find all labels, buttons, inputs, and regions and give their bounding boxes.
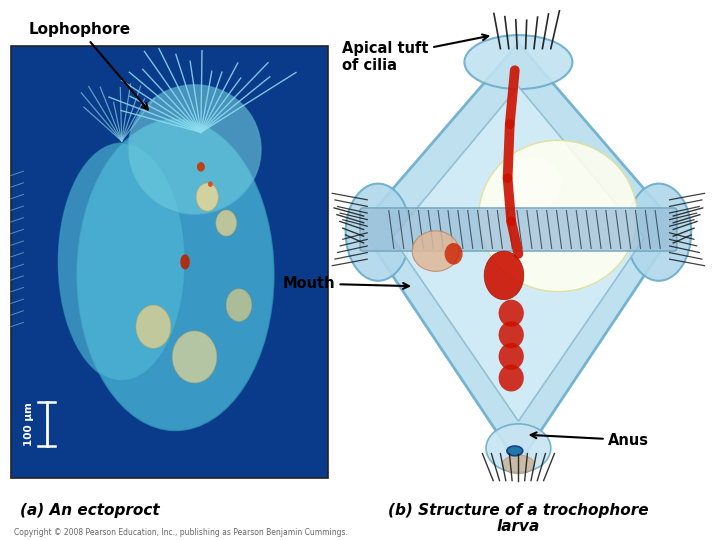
Ellipse shape <box>180 254 190 269</box>
Ellipse shape <box>346 184 410 281</box>
Text: (a) An ectoproct: (a) An ectoproct <box>20 503 160 518</box>
Ellipse shape <box>507 446 523 456</box>
Ellipse shape <box>479 140 637 292</box>
FancyBboxPatch shape <box>360 208 677 251</box>
Ellipse shape <box>208 181 213 187</box>
Polygon shape <box>392 86 644 421</box>
Ellipse shape <box>504 157 562 211</box>
Text: Anus: Anus <box>531 433 649 448</box>
Text: (b) Structure of a trochophore: (b) Structure of a trochophore <box>388 503 649 518</box>
Text: Apical tuft
of cilia: Apical tuft of cilia <box>342 35 488 73</box>
Text: Mouth: Mouth <box>282 276 409 291</box>
Ellipse shape <box>464 35 572 89</box>
Polygon shape <box>360 43 677 464</box>
Ellipse shape <box>136 305 171 348</box>
Ellipse shape <box>498 321 523 348</box>
Ellipse shape <box>77 119 274 430</box>
Bar <box>11 46 328 478</box>
Text: 100 µm: 100 µm <box>24 402 34 446</box>
Ellipse shape <box>498 300 523 327</box>
Ellipse shape <box>172 331 217 383</box>
Ellipse shape <box>498 343 523 370</box>
Ellipse shape <box>196 183 218 211</box>
Ellipse shape <box>128 85 261 214</box>
Ellipse shape <box>498 364 523 391</box>
Ellipse shape <box>216 210 236 236</box>
Ellipse shape <box>486 424 551 472</box>
Ellipse shape <box>503 455 534 474</box>
Ellipse shape <box>58 143 185 381</box>
Ellipse shape <box>412 231 459 271</box>
Ellipse shape <box>445 243 463 265</box>
Ellipse shape <box>226 289 251 321</box>
Text: Lophophore: Lophophore <box>29 22 148 110</box>
Ellipse shape <box>484 251 523 300</box>
Text: larva: larva <box>497 519 540 534</box>
Ellipse shape <box>197 162 205 172</box>
Ellipse shape <box>626 184 691 281</box>
Text: Copyright © 2008 Pearson Education, Inc., publishing as Pearson Benjamin Cumming: Copyright © 2008 Pearson Education, Inc.… <box>14 528 348 537</box>
